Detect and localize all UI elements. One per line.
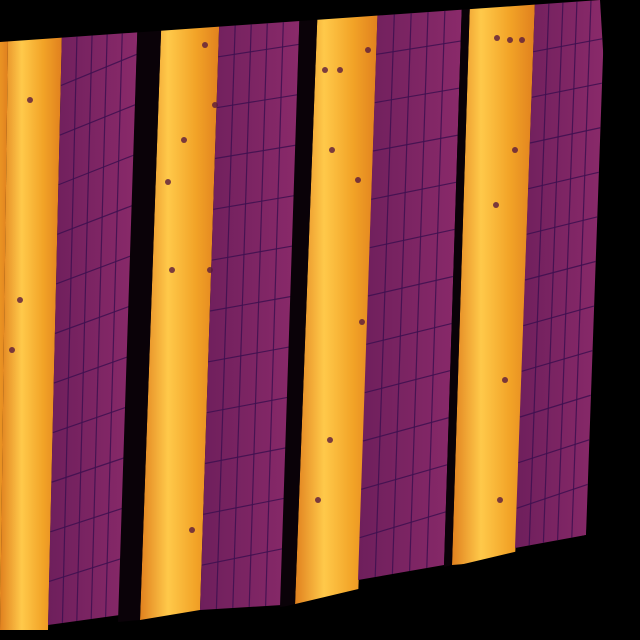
- defect-spot: [165, 179, 171, 185]
- panel-1: [48, 10, 138, 625]
- cell-grid-line: [53, 356, 128, 384]
- defect-spot: [189, 527, 195, 533]
- defect-spot: [512, 147, 518, 153]
- hot-strip-3: [295, 0, 378, 605]
- cell-grid-line: [58, 154, 134, 186]
- cell-grid-line: [367, 275, 454, 297]
- panel-2: [200, 0, 300, 610]
- defect-spot: [181, 137, 187, 143]
- cell-grid-line: [61, 25, 78, 624]
- cell-grid-line: [376, 40, 461, 55]
- cell-grid-line: [533, 37, 604, 53]
- cell-grid-line: [391, 0, 413, 575]
- cell-grid-line: [216, 94, 298, 109]
- cell-grid-line: [50, 507, 124, 533]
- cell-grid-line: [426, 0, 446, 569]
- defect-spot: [327, 437, 333, 443]
- cell-grid-line: [76, 21, 93, 622]
- cell-grid-line: [531, 82, 602, 98]
- defect-spot: [507, 37, 513, 43]
- cell-grid-line: [248, 0, 269, 608]
- defect-spot: [493, 202, 499, 208]
- cell-grid-line: [48, 558, 122, 582]
- cell-grid-line: [208, 346, 290, 363]
- cell-grid-line: [519, 394, 591, 418]
- cell-grid-line: [557, 0, 578, 541]
- cell-grid-line: [361, 464, 448, 490]
- cell-grid-line: [215, 0, 237, 610]
- defect-spot: [365, 47, 371, 53]
- defect-spot: [202, 42, 208, 48]
- cell-grid-line: [372, 134, 458, 152]
- cell-grid-line: [524, 260, 596, 281]
- row-gap-1: [118, 5, 162, 622]
- panel-array: [0, 0, 605, 630]
- cell-grid-line: [362, 417, 449, 442]
- cell-grid-line: [59, 104, 136, 136]
- cell-grid-line: [211, 245, 293, 261]
- cell-grid-line: [213, 195, 295, 210]
- defect-spot: [519, 37, 525, 43]
- cell-grid-line: [371, 181, 457, 200]
- hot-strip-4: [452, 0, 535, 565]
- defect-spot: [169, 267, 175, 273]
- cell-grid-line: [409, 0, 429, 572]
- cell-grid-line: [51, 457, 125, 483]
- cell-grid-line: [232, 0, 253, 609]
- row-gap-2: [280, 0, 318, 607]
- defect-spot: [9, 347, 15, 353]
- hot-strip-2: [140, 0, 220, 620]
- defect-spot: [497, 497, 503, 503]
- defect-spot: [207, 267, 213, 273]
- cell-grid-line: [528, 0, 550, 546]
- cell-grid-line: [60, 53, 137, 87]
- cell-grid-line: [518, 439, 590, 464]
- cell-grid-line: [204, 447, 287, 465]
- cell-grid-line: [265, 0, 285, 607]
- defect-spot: [27, 97, 33, 103]
- cell-grid-line: [374, 87, 460, 104]
- defect-spot: [17, 297, 23, 303]
- cell-grid-line: [528, 171, 599, 190]
- defect-spot: [322, 67, 328, 73]
- defect-spot: [315, 497, 321, 503]
- cell-grid-line: [523, 305, 595, 327]
- cell-grid-line: [54, 305, 130, 335]
- defect-spot: [494, 35, 500, 41]
- cell-grid-line: [218, 43, 299, 58]
- cell-grid-line: [206, 396, 289, 414]
- cell-grid-line: [364, 370, 451, 394]
- cell-grid-line: [203, 497, 286, 515]
- cell-grid-line: [214, 144, 296, 160]
- cell-grid-line: [374, 0, 396, 578]
- cell-grid-line: [57, 205, 133, 235]
- cell-grid-line: [526, 216, 598, 235]
- cell-grid-line: [55, 255, 131, 285]
- cell-grid-line: [105, 13, 124, 618]
- hot-strip-1: [0, 30, 62, 630]
- defect-spot: [359, 319, 365, 325]
- cell-grid-line: [369, 228, 455, 249]
- cell-grid-line: [359, 511, 446, 539]
- cell-grid-line: [542, 0, 564, 543]
- cell-grid-line: [521, 350, 593, 372]
- defect-spot: [329, 147, 335, 153]
- defect-spot: [212, 102, 218, 108]
- cell-grid-line: [516, 483, 588, 509]
- defect-spot: [355, 177, 361, 183]
- cell-grid-line: [209, 295, 292, 312]
- cell-grid-line: [52, 406, 127, 434]
- cell-grid-line: [366, 323, 452, 345]
- defect-spot: [337, 67, 343, 73]
- cell-grid-line: [529, 127, 601, 144]
- row-gap-3: [444, 0, 470, 567]
- cell-grid-line: [201, 547, 284, 566]
- cell-grid-line: [90, 17, 109, 620]
- cell-grid-line: [571, 0, 592, 538]
- defect-spot: [502, 377, 508, 383]
